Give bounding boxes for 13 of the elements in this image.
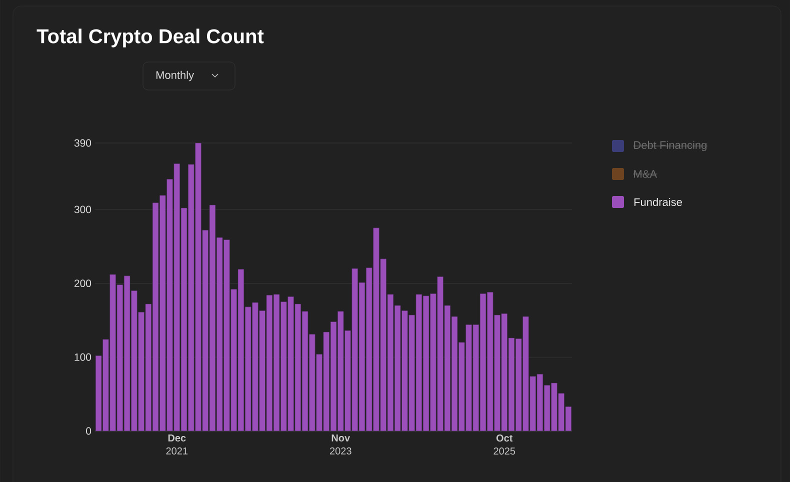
legend-label: Fundraise bbox=[634, 198, 682, 206]
x-tick-label: Dec 2021 bbox=[166, 434, 188, 454]
x-tick-label: Nov 2023 bbox=[330, 434, 352, 454]
y-tick-label: 390 bbox=[74, 139, 92, 147]
legend-label: Debt Financing bbox=[634, 140, 706, 152]
y-tick-label: 100 bbox=[74, 353, 92, 361]
legend-label: M&A bbox=[634, 170, 658, 178]
y-tick-label: 0 bbox=[86, 427, 92, 435]
y-tick-label: 300 bbox=[74, 206, 92, 214]
text: Monthly bbox=[156, 70, 194, 82]
y-tick-label: 200 bbox=[74, 280, 92, 288]
x-tick-label: Oct 2025 bbox=[494, 434, 516, 455]
chart-title: Total Crypto Deal Count bbox=[36, 28, 264, 48]
